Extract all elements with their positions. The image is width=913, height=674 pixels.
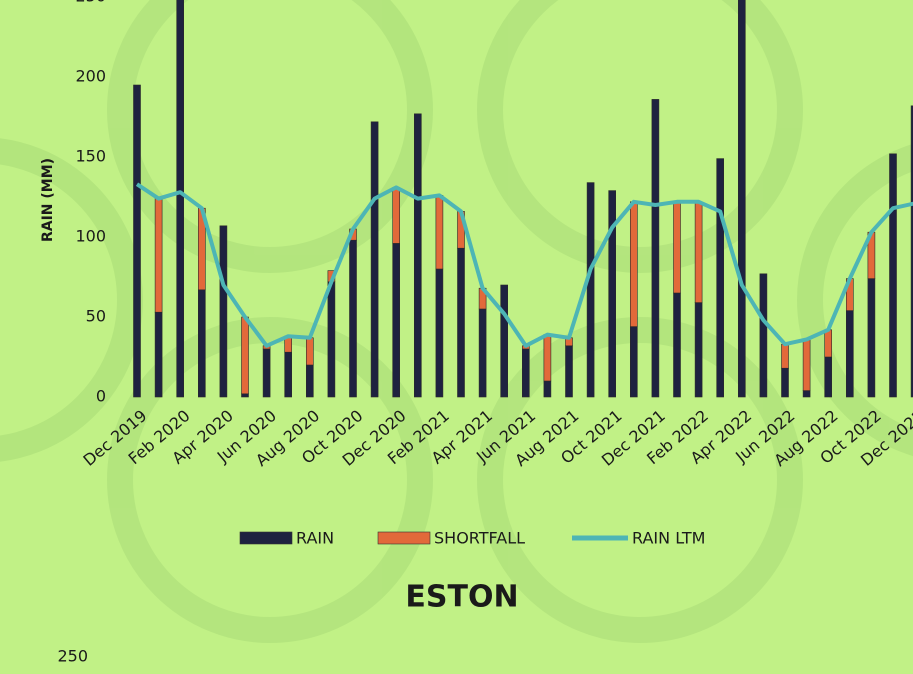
bar-1 [781,343,789,369]
bar-0 [651,99,660,398]
legend-swatch [239,531,293,545]
y-tick-label: 250 [57,647,88,666]
bar-0 [435,268,444,398]
bar-1 [673,201,681,294]
bar-0 [219,225,228,398]
legend-label: RAIN [296,529,334,548]
bar-0 [737,0,746,398]
bar-0 [521,348,530,398]
bar-0 [716,158,725,398]
bar-0 [845,310,854,398]
y-tick-label: 0 [96,387,106,406]
bar-1 [305,337,314,366]
bar-0 [284,351,293,398]
bar-0 [565,345,573,398]
bar-0 [867,278,876,398]
bar-0 [327,281,336,398]
bar-0 [349,239,357,398]
bar-0 [889,153,897,398]
bar-0 [629,326,638,398]
bar-0 [910,105,913,398]
bar-1 [824,329,833,358]
bar-0 [262,348,271,398]
bar-0 [759,273,768,398]
bar-0 [392,243,401,398]
bar-0 [500,284,509,398]
bar-0 [781,367,789,398]
bar-1 [435,195,444,270]
bar-0 [413,113,422,398]
bar-1 [629,201,638,327]
bar-0 [673,292,681,398]
bar-0 [241,393,249,398]
bar-0 [176,0,184,398]
bar-0 [586,182,595,398]
watermark [0,0,913,643]
bar-1 [154,198,163,313]
y-tick-label: 100 [75,227,106,246]
bar-0 [457,247,465,398]
bar-0 [802,390,811,398]
y-tick-label: 200 [75,67,106,86]
bar-0 [608,190,617,398]
y-tick-label: 50 [86,307,106,326]
ltm-line [135,182,913,348]
bar-0 [154,311,163,398]
bar-0 [370,121,379,398]
y-tick-label: 150 [75,147,106,166]
bar-1 [694,201,703,303]
bar-0 [305,364,314,398]
bar-0 [478,308,487,398]
legend-label: SHORTFALL [434,529,525,548]
bar-0 [133,84,141,398]
chart-title: ESTON [405,580,518,615]
bar-1 [802,339,811,391]
bar-1 [241,316,249,395]
legend-swatch [377,531,431,545]
bar-0 [543,380,552,398]
legend-label: RAIN LTM [632,529,705,548]
bar-1 [543,334,552,382]
bar-0 [694,302,703,398]
y-axis-title: RAIN (MM) [40,158,56,242]
bar-1 [392,187,401,244]
bar-0 [198,289,206,398]
y-tick-label: 250 [75,0,106,6]
bar-0 [824,356,833,398]
